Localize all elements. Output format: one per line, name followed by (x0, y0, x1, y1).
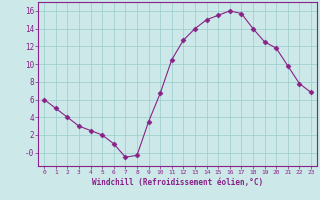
X-axis label: Windchill (Refroidissement éolien,°C): Windchill (Refroidissement éolien,°C) (92, 178, 263, 187)
